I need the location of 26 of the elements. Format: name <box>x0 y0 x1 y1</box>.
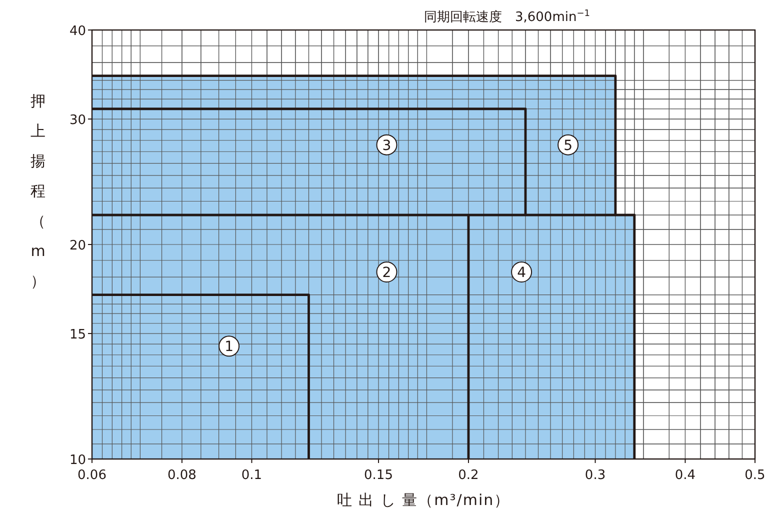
annotation: 2 <box>382 264 392 281</box>
y-tick-label: 15 <box>69 328 86 343</box>
ylabel: 押上揚程（m） <box>30 92 46 290</box>
x-tick-label: 0.2 <box>458 468 479 483</box>
x-tick-label: 0.15 <box>364 468 393 483</box>
annotation: 1 <box>218 336 240 357</box>
y-tick-label: 40 <box>69 24 86 39</box>
x-tick-label: 0.08 <box>167 468 196 483</box>
y-tick-label: 20 <box>69 238 86 254</box>
annotation: 4 <box>517 264 526 281</box>
annotation: 2 <box>376 262 398 282</box>
annotation: 4 <box>511 262 532 282</box>
annotation: 5 <box>558 134 579 156</box>
x-axis-title: 吐 出 し 量（m³/min） <box>336 491 510 509</box>
annotation: 5 <box>564 138 573 154</box>
y-tick-label: 10 <box>69 453 86 468</box>
x-tick-label: 0.06 <box>78 468 106 483</box>
annotation: 3 <box>382 138 392 154</box>
chart-subtitle: 同期回転速度 3,600min$^{−1}$ <box>424 9 590 25</box>
x-tick-label: 0.4 <box>674 468 696 483</box>
annotation: 3 <box>376 134 398 156</box>
y-tick-label: 30 <box>69 113 86 128</box>
x-tick-label: 0.5 <box>744 468 766 483</box>
x-tick-label: 0.1 <box>241 468 262 483</box>
x-tick-label: 0.3 <box>584 468 606 483</box>
annotation: 1 <box>224 339 234 356</box>
